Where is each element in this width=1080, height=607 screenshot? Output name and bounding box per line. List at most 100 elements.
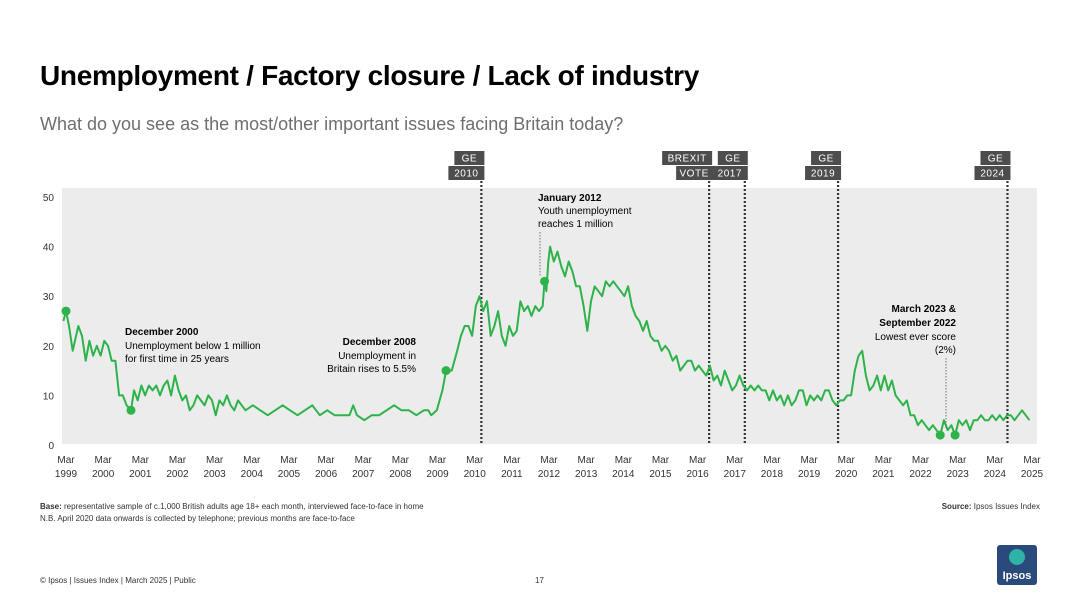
annotation-line-dec-2008-2: Britain rises to 5.5% xyxy=(327,364,416,375)
annotation-title-jan-2012: January 2012 xyxy=(538,193,602,204)
x-tick-label-year: 2003 xyxy=(203,469,226,480)
event-tag xyxy=(980,151,1011,165)
x-tick-label-month: Mar xyxy=(169,455,187,466)
x-tick-label-year: 2025 xyxy=(1021,469,1044,480)
annotation-line-jan-2012-2: reaches 1 million xyxy=(538,219,613,230)
x-tick-label-year: 2019 xyxy=(798,469,821,480)
annotation-title-dec-2000: December 2000 xyxy=(125,327,199,338)
event-tag-label: 2024 xyxy=(980,169,1004,180)
x-tick-label-year: 2005 xyxy=(278,469,301,480)
x-tick-label-month: Mar xyxy=(800,455,818,466)
annotation-line-lowest-1: Lowest ever score xyxy=(875,332,957,343)
event-tag-label: 2017 xyxy=(718,169,742,180)
event-tag xyxy=(711,166,748,180)
x-tick-label-year: 2014 xyxy=(612,469,635,480)
x-tick-label-month: Mar xyxy=(763,455,781,466)
x-tick-label-year: 2010 xyxy=(464,469,487,480)
x-tick-label-year: 2000 xyxy=(92,469,115,480)
x-tick-label-month: Mar xyxy=(280,455,298,466)
x-tick-label-year: 2021 xyxy=(872,469,895,480)
page-number: 17 xyxy=(535,576,544,585)
y-tick-label: 30 xyxy=(43,292,55,303)
event-tag-label: 2010 xyxy=(454,169,478,180)
event-tag-label: GE xyxy=(725,154,740,165)
page-title: Unemployment / Factory closure / Lack of… xyxy=(40,60,700,91)
annotation-line-lowest-2: (2%) xyxy=(935,345,956,356)
highlight-points xyxy=(61,276,960,440)
highlight-point xyxy=(441,366,451,376)
annotation-title-lowest-2: September 2022 xyxy=(879,318,956,329)
x-tick-label-month: Mar xyxy=(986,455,1004,466)
y-tick-label: 20 xyxy=(43,342,55,353)
x-tick-label-month: Mar xyxy=(503,455,521,466)
annotation-title-dec-2008: December 2008 xyxy=(343,337,417,348)
page-subtitle: What do you see as the most/other import… xyxy=(40,114,624,134)
x-tick-label-month: Mar xyxy=(689,455,707,466)
source-note: Source: Ipsos Issues Index xyxy=(942,502,1040,511)
x-tick-label-month: Mar xyxy=(317,455,335,466)
event-tag xyxy=(974,166,1011,180)
x-tick-label-year: 2023 xyxy=(947,469,970,480)
y-tick-label: 10 xyxy=(43,391,55,402)
x-tick-label-year: 2009 xyxy=(426,469,449,480)
x-tick-label-month: Mar xyxy=(652,455,670,466)
highlight-point xyxy=(950,430,960,440)
x-tick-label-month: Mar xyxy=(243,455,261,466)
event-tag xyxy=(662,151,713,165)
x-tick-label-month: Mar xyxy=(912,455,930,466)
annotations: December 2000 Unemployment below 1 milli… xyxy=(125,193,956,428)
series-line xyxy=(62,245,1031,437)
event-tag xyxy=(454,151,485,165)
y-axis: 0 10 20 30 40 50 xyxy=(43,193,55,452)
x-tick-label-year: 2022 xyxy=(909,469,932,480)
x-axis: Mar 1999 Mar 2000 Mar 2001 Mar 2002 Mar 2003 Mar 20… xyxy=(55,455,1044,480)
x-tick-label-year: 2013 xyxy=(575,469,598,480)
y-tick-label: 0 xyxy=(48,441,54,452)
x-tick-label-month: Mar xyxy=(949,455,967,466)
ipsos-logo: Ipsos xyxy=(997,545,1037,585)
x-tick-label-month: Mar xyxy=(466,455,484,466)
annotation-title-lowest-1: March 2023 & xyxy=(892,304,956,315)
annotation-line-dec-2000-2: for first time in 25 years xyxy=(125,354,229,365)
event-tag-label: VOTE xyxy=(680,169,709,180)
x-tick-label-year: 2007 xyxy=(352,469,375,480)
x-tick-label-year: 2002 xyxy=(166,469,189,480)
x-tick-label-year: 2016 xyxy=(686,469,709,480)
highlight-point xyxy=(61,306,71,316)
x-tick-label-month: Mar xyxy=(875,455,893,466)
x-tick-label-month: Mar xyxy=(1023,455,1041,466)
y-tick-label: 40 xyxy=(43,243,55,254)
event-tag-label: BREXIT xyxy=(668,154,707,165)
highlight-point xyxy=(540,276,550,286)
x-tick-label-year: 2012 xyxy=(538,469,561,480)
x-tick-label-month: Mar xyxy=(615,455,633,466)
footnote-base-text: representative sample of c.1,000 British… xyxy=(61,502,424,511)
x-tick-label-year: 2001 xyxy=(129,469,152,480)
event-markers: GE 2010 BREXIT VOTE GE 2017 GE 2019 GE 2024 xyxy=(448,151,1011,445)
x-tick-label-year: 2018 xyxy=(761,469,784,480)
x-tick-label-year: 2011 xyxy=(501,469,523,480)
highlight-point xyxy=(935,430,945,440)
event-tag xyxy=(448,166,485,180)
logo-mark xyxy=(1009,549,1025,565)
x-tick-label-year: 1999 xyxy=(55,469,78,480)
footnote-base: Base: representative sample of c.1,000 B… xyxy=(40,502,424,511)
x-tick-label-month: Mar xyxy=(355,455,373,466)
source-text: Ipsos Issues Index xyxy=(971,502,1040,511)
annotation-line-dec-2008-1: Unemployment in xyxy=(338,351,416,362)
x-tick-label-year: 2024 xyxy=(984,469,1007,480)
x-tick-label-month: Mar xyxy=(838,455,856,466)
event-tag xyxy=(717,151,748,165)
x-tick-label-year: 2008 xyxy=(389,469,412,480)
x-tick-label-month: Mar xyxy=(95,455,113,466)
event-tag xyxy=(676,166,713,180)
x-tick-label-year: 2006 xyxy=(315,469,338,480)
x-tick-label-month: Mar xyxy=(726,455,744,466)
x-tick-label-year: 2004 xyxy=(241,469,264,480)
y-tick-label: 50 xyxy=(43,193,55,204)
event-tag-label: GE xyxy=(462,154,477,165)
footnote-base-label: Base: xyxy=(40,502,62,511)
x-tick-label-year: 2015 xyxy=(649,469,672,480)
x-tick-label-month: Mar xyxy=(57,455,75,466)
